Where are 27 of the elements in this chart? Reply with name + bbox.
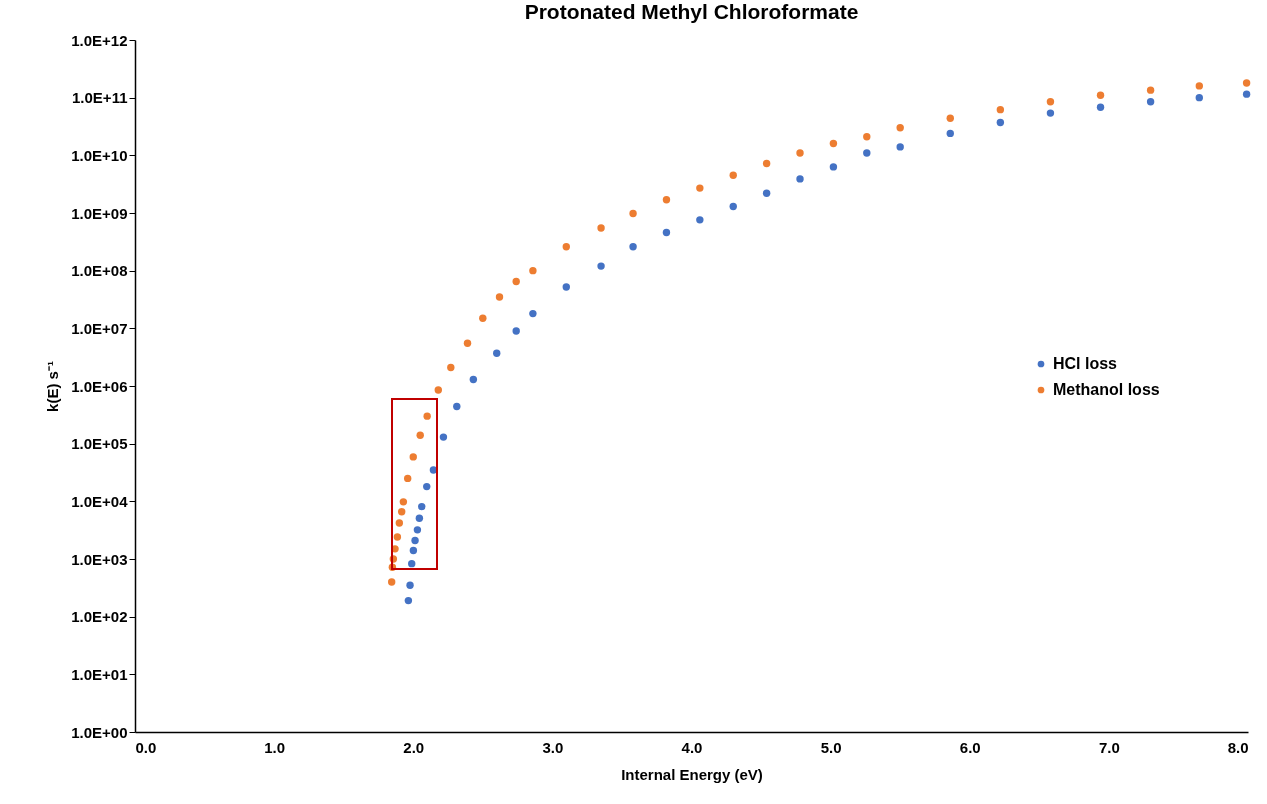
y-axis-title: k(E) s⁻¹ — [44, 361, 62, 412]
chart-title: Protonated Methyl Chloroformate — [524, 0, 859, 23]
y-tick-label: 1.0E+12 — [71, 31, 128, 49]
y-tick-label: 1.0E+06 — [71, 377, 128, 395]
y-tick-label: 1.0E+09 — [71, 204, 128, 222]
y-tick-label: 1.0E+04 — [71, 492, 129, 510]
y-tick-label: 1.0E+10 — [71, 146, 128, 164]
y-tick-label: 1.0E+07 — [71, 319, 128, 337]
x-tick-label: 7.0 — [1098, 738, 1120, 756]
x-axis-title: Internal Energy (eV) — [621, 765, 763, 783]
y-tick-label: 1.0E+05 — [71, 435, 128, 453]
y-tick-label: 1.0E+11 — [72, 89, 128, 107]
x-tick-label: 4.0 — [681, 738, 703, 756]
y-tick-label: 1.0E+08 — [71, 262, 128, 280]
legend-label: Methanol loss — [1053, 381, 1160, 398]
x-tick-label: 0.0 — [135, 738, 157, 756]
x-tick-label: 6.0 — [959, 738, 981, 756]
y-tick-label: 1.0E+03 — [71, 550, 128, 568]
x-tick-label: 5.0 — [820, 738, 842, 756]
y-tick-label: 1.0E+00 — [71, 723, 128, 741]
x-tick-label: 2.0 — [403, 738, 425, 756]
x-tick-label: 1.0 — [264, 738, 286, 756]
x-tick-label: 3.0 — [542, 738, 564, 756]
x-tick-label: 8.0 — [1227, 738, 1249, 756]
y-tick-label: 1.0E+02 — [71, 608, 128, 626]
y-tick-label: 1.0E+01 — [71, 665, 128, 683]
legend-label: HCl loss — [1053, 355, 1118, 372]
